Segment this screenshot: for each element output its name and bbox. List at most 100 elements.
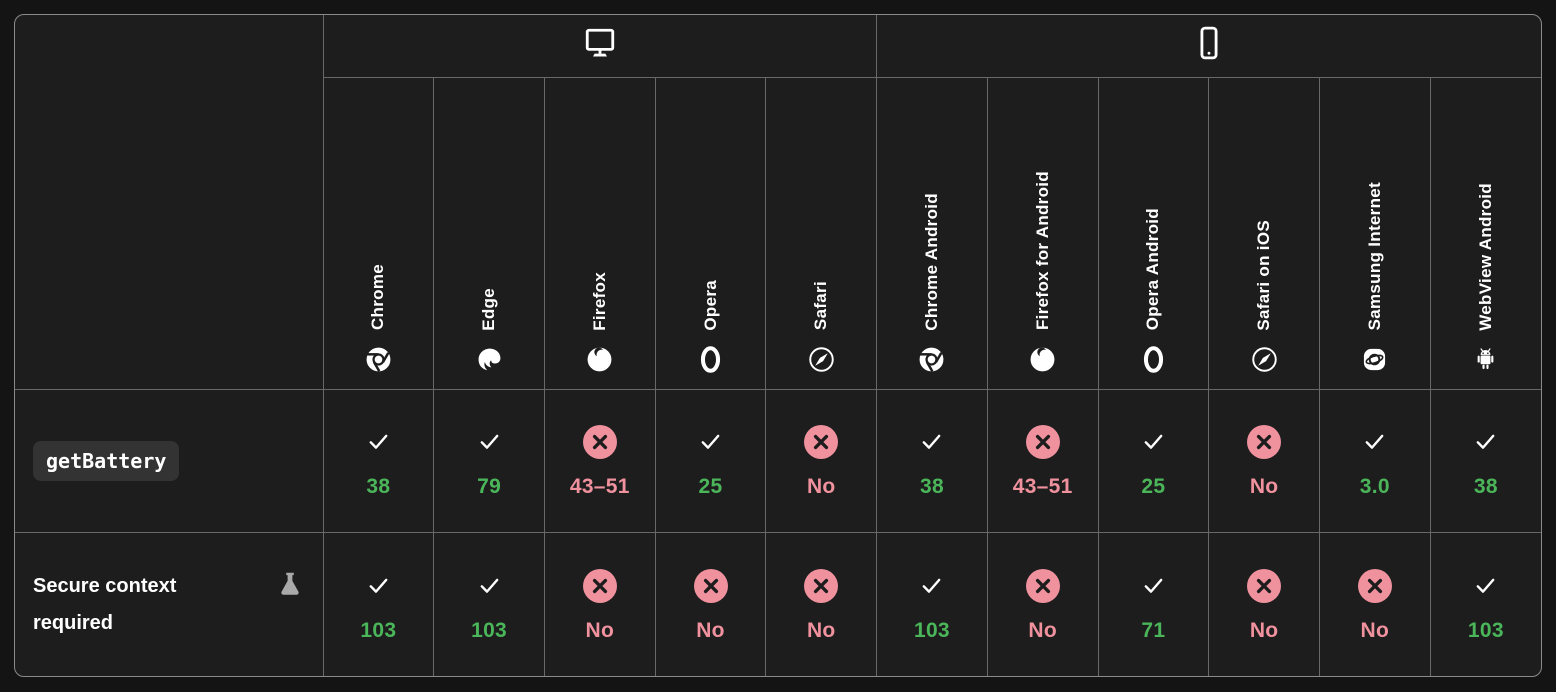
corner-cell (15, 15, 324, 390)
support-cell-safari-on-ios-getbattery[interactable]: No (1208, 388, 1320, 533)
support-cell-edge-secure-context-required[interactable]: 103 (433, 532, 545, 676)
browser-name: Safari on iOS (1254, 219, 1274, 331)
cross-icon (545, 567, 655, 605)
support-cell-firefox-for-android-getbattery[interactable]: 43–51 (986, 388, 1099, 533)
version-label: 25 (1141, 474, 1166, 498)
opera-icon (697, 345, 724, 373)
version-label: 38 (1473, 474, 1498, 498)
check-icon (324, 423, 434, 461)
version-label: 43–51 (569, 474, 630, 498)
version-label: 103 (471, 618, 508, 642)
cross-icon (988, 423, 1098, 461)
browser-header-edge: Edge (433, 76, 545, 390)
version-label: No (696, 618, 725, 642)
browser-header-firefox-for-android: Firefox for Android (986, 76, 1099, 390)
check-icon (656, 423, 766, 461)
browser-name: Safari (811, 281, 831, 331)
platform-header-mobile (876, 15, 1541, 78)
browser-header-opera: Opera (654, 76, 767, 390)
feature-code-label: getBattery (33, 440, 180, 481)
support-cell-safari-getbattery[interactable]: No (765, 388, 878, 533)
samsung-icon (1361, 346, 1388, 373)
browser-compat-table-container: Chrome Edge Firefox Opera Safari Chrome Andro… (14, 14, 1542, 677)
check-icon (324, 567, 434, 605)
feature-row-secure-context-required: Secure context required 103 103 No No No 103 No… (15, 532, 1541, 676)
support-cell-opera-android-secure-context-required[interactable]: 71 (1097, 532, 1210, 676)
feature-row-getbattery: getBattery 38 79 43–51 25 No 38 43–51 25 No 3.0 38 (15, 388, 1541, 533)
cross-icon (1209, 567, 1319, 605)
support-cell-webview-android-getbattery[interactable]: 38 (1429, 388, 1541, 533)
cross-icon (656, 567, 766, 605)
version-label: 79 (477, 474, 502, 498)
browser-name: Edge (479, 287, 499, 331)
support-cell-edge-getbattery[interactable]: 79 (433, 388, 545, 533)
check-icon (434, 567, 544, 605)
cross-icon (1320, 567, 1430, 605)
cross-icon (545, 423, 655, 461)
version-label: No (1249, 474, 1279, 498)
version-label: 43–51 (1012, 474, 1073, 498)
browser-name: WebView Android (1475, 182, 1495, 331)
browser-name: Opera Android (1143, 208, 1163, 331)
browser-name: Chrome (368, 264, 388, 331)
version-label: 25 (698, 474, 723, 498)
version-label: No (1360, 618, 1390, 642)
support-cell-firefox-secure-context-required[interactable]: No (543, 532, 656, 676)
check-icon (877, 423, 987, 461)
safari-icon (808, 346, 835, 373)
feature-label-secure-context-required: Secure context required (15, 532, 324, 676)
cross-icon (766, 423, 876, 461)
browser-name: Firefox (589, 271, 609, 331)
browser-name: Samsung Internet (1364, 182, 1384, 331)
feature-text-label: Secure context required (33, 574, 177, 634)
version-label: 3.0 (1359, 474, 1390, 498)
cross-icon (766, 567, 876, 605)
support-cell-chrome-secure-context-required[interactable]: 103 (322, 532, 435, 676)
version-label: No (585, 618, 615, 642)
browser-header-chrome: Chrome (323, 76, 435, 390)
version-label: No (806, 474, 836, 498)
version-label: 103 (913, 618, 950, 642)
support-cell-chrome-getbattery[interactable]: 38 (322, 388, 435, 533)
webview-android-icon (1472, 346, 1499, 373)
support-cell-opera-getbattery[interactable]: 25 (654, 388, 767, 533)
support-cell-samsung-internet-getbattery[interactable]: 3.0 (1318, 388, 1431, 533)
version-label: 103 (1467, 618, 1504, 642)
check-icon (1099, 423, 1209, 461)
support-cell-safari-on-ios-secure-context-required[interactable]: No (1208, 532, 1320, 676)
browser-header-opera-android: Opera Android (1097, 76, 1210, 390)
safari-icon (1251, 346, 1278, 373)
check-icon (1320, 423, 1430, 461)
platform-header-desktop (322, 15, 878, 78)
platform-header-row (15, 15, 1541, 390)
check-icon (1431, 423, 1541, 461)
support-cell-opera-secure-context-required[interactable]: No (654, 532, 767, 676)
support-cell-firefox-for-android-secure-context-required[interactable]: No (986, 532, 1099, 676)
check-icon (434, 423, 544, 461)
browser-header-webview-android: WebView Android (1429, 76, 1541, 390)
version-label: 38 (366, 474, 391, 498)
support-cell-safari-secure-context-required[interactable]: No (765, 532, 878, 676)
version-label: 71 (1141, 618, 1166, 642)
version-label: No (1249, 618, 1279, 642)
support-cell-webview-android-secure-context-required[interactable]: 103 (1429, 532, 1541, 676)
support-cell-chrome-android-getbattery[interactable]: 38 (876, 388, 988, 533)
flask-icon (275, 570, 305, 600)
browser-header-row: Chrome Edge Firefox Opera Safari Chrome Andro… (15, 76, 1541, 390)
firefox-icon (1029, 346, 1056, 373)
browser-header-safari-on-ios: Safari on iOS (1208, 76, 1320, 390)
cross-icon (1209, 423, 1319, 461)
support-cell-firefox-getbattery[interactable]: 43–51 (543, 388, 656, 533)
support-cell-chrome-android-secure-context-required[interactable]: 103 (876, 532, 988, 676)
browser-header-samsung-internet: Samsung Internet (1318, 76, 1431, 390)
mobile-icon (1196, 26, 1222, 60)
desktop-icon (583, 27, 617, 59)
cross-icon (988, 567, 1098, 605)
support-cell-samsung-internet-secure-context-required[interactable]: No (1318, 532, 1431, 676)
firefox-icon (586, 346, 613, 373)
opera-icon (1140, 345, 1167, 373)
browser-name: Chrome Android (921, 192, 941, 331)
chrome-icon (918, 346, 945, 373)
browser-compat-table: Chrome Edge Firefox Opera Safari Chrome Andro… (15, 15, 1541, 676)
support-cell-opera-android-getbattery[interactable]: 25 (1097, 388, 1210, 533)
